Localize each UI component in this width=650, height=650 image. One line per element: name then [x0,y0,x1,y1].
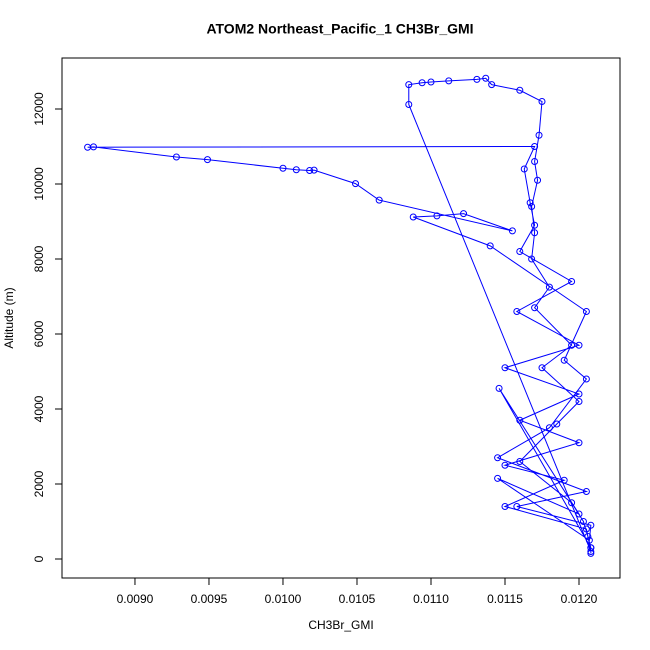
data-point [585,536,593,544]
plot-frame [61,57,621,579]
data-point [587,547,595,555]
data-point [582,525,590,533]
x-tick-label: 0.0090 [117,592,154,606]
data-point [501,364,509,372]
x-tick-label: 0.0110 [413,592,449,606]
x-tick-label: 0.0105 [339,592,376,606]
data-point [531,157,539,165]
y-axis-label: Altitude (m) [2,287,16,348]
data-point [418,79,426,87]
data-point [90,143,98,151]
data-point [531,142,539,150]
data-point [427,78,435,86]
y-tick-label: 0 [32,555,46,562]
x-tick-label: 0.0120 [561,592,598,606]
data-point [501,461,509,469]
y-tick-label: 12000 [32,92,46,126]
data-point [584,532,592,540]
data-point [513,502,521,510]
data-point [409,213,417,221]
data-point [582,487,590,495]
data-point [535,131,543,139]
data-point [352,180,360,188]
data-point [508,227,516,235]
data-point [534,176,542,184]
data-point [531,304,539,312]
data-point [516,457,524,465]
data-point [513,307,521,315]
data-point [582,375,590,383]
data-point [575,341,583,349]
data-point [501,502,509,510]
data-point [482,74,490,82]
data-point [279,164,287,172]
data-point [587,544,595,552]
data-point [587,521,595,529]
chart-title: ATOM2 Northeast_Pacific_1 CH3Br_GMI [206,21,473,37]
data-point [528,255,536,263]
data-point [579,517,587,525]
data-point [568,341,576,349]
data-point [575,439,583,447]
data-point [306,166,314,174]
data-point [520,165,528,173]
data-point [568,499,576,507]
data-point [292,166,300,174]
data-point [526,199,534,207]
data-point [375,196,383,204]
y-tick-label: 2000 [32,470,46,497]
data-point [560,476,568,484]
data-line [87,77,592,554]
y-tick-label: 8000 [32,245,46,272]
data-point [538,97,546,105]
data-point [575,390,583,398]
data-point [494,454,502,462]
data-point [531,221,539,229]
data-point [172,153,180,161]
data-point [494,474,502,482]
x-tick-label: 0.0100 [265,592,302,606]
y-tick-label: 10000 [32,167,46,201]
data-point [405,100,413,108]
data-point [460,210,468,218]
data-point [203,156,211,164]
data-point [538,364,546,372]
data-point [545,424,553,432]
data-point [495,384,503,392]
data-point [528,202,536,210]
data-point [575,510,583,518]
data-point [531,229,539,237]
x-tick-label: 0.0095 [191,592,228,606]
data-point [582,307,590,315]
y-tick-label: 4000 [32,395,46,422]
data-point [516,416,524,424]
data-point [560,356,568,364]
data-point [488,81,496,89]
data-point [516,86,524,94]
data-point [405,81,413,89]
data-point [575,397,583,405]
y-tick-label: 6000 [32,320,46,347]
data-point [433,212,441,220]
data-point [473,75,481,83]
data-point [516,247,524,255]
data-point [310,166,318,174]
data-point [568,277,576,285]
data-point [545,283,553,291]
data-point [486,242,494,250]
x-axis-label: CH3Br_GMI [308,618,373,632]
data-point [445,77,453,85]
data-point [553,420,561,428]
x-tick-label: 0.0115 [487,592,523,606]
